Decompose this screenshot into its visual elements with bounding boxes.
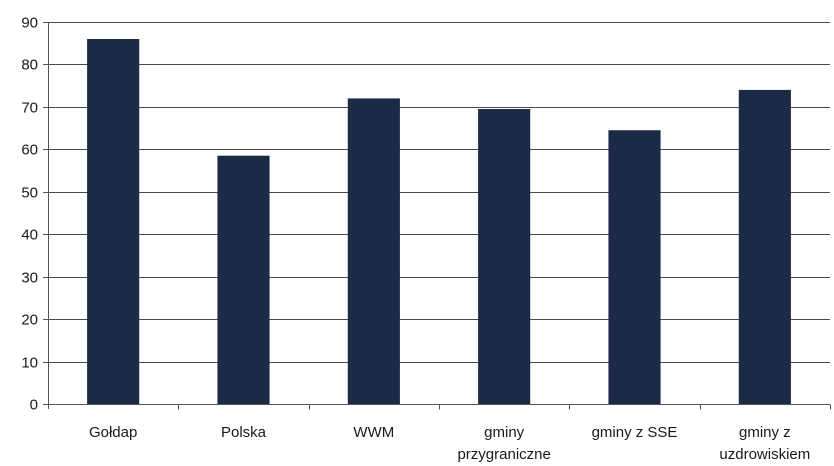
y-tick-label: 40: [21, 227, 38, 244]
y-tick-label: 50: [21, 185, 38, 202]
x-tick-label: gminy przygraniczne: [457, 424, 550, 463]
x-tick-label: gminy z uzdrowiskiem: [719, 424, 810, 463]
bar-2: [347, 98, 400, 405]
y-tick-label: 90: [21, 15, 38, 32]
y-tick-label: 80: [21, 57, 38, 74]
bar-1: [217, 155, 270, 404]
y-tick-labels: 0 10 20 30 40 50 60 70 80 90: [21, 15, 38, 414]
x-tick-label-line: Polska: [221, 424, 267, 441]
bars: [87, 38, 791, 405]
y-tick-label: 60: [21, 142, 38, 159]
bar-3: [478, 109, 531, 404]
x-tick-label: Polska: [221, 424, 267, 441]
x-tick-label-line: WWM: [353, 424, 394, 441]
x-tick-label: Gołdap: [89, 424, 137, 441]
x-tick-label: gminy z SSE: [592, 424, 678, 441]
x-tick-label-line: Gołdap: [89, 424, 137, 441]
x-tick-label-line: gminy: [484, 424, 525, 441]
x-tick-labels: Gołdap Polska WWM gminy przygraniczne gminy z…: [89, 424, 810, 463]
gridlines: [48, 22, 830, 363]
x-tick-label: WWM: [353, 424, 394, 441]
y-tick-label: 0: [30, 397, 38, 414]
bar-0: [87, 38, 140, 404]
bar-5: [738, 89, 791, 405]
y-tick-label: 30: [21, 270, 38, 287]
x-tick-label-line: gminy z SSE: [592, 424, 678, 441]
bar-4: [608, 130, 661, 404]
y-tick-label: 10: [21, 355, 38, 372]
x-tick-label-line: gminy z: [739, 424, 791, 441]
axes: [43, 22, 831, 410]
y-tick-label: 70: [21, 100, 38, 117]
y-tick-label: 20: [21, 312, 38, 329]
x-tick-label-line: przygraniczne: [457, 446, 550, 463]
x-tick-label-line: uzdrowiskiem: [719, 446, 810, 463]
